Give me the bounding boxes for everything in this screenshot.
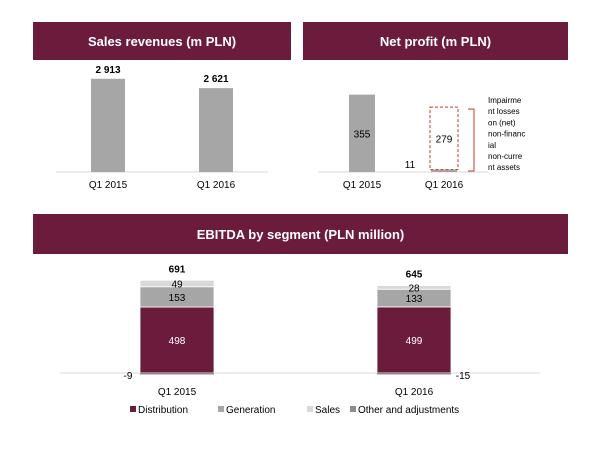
ebitda-value-generation-1: 133 (406, 294, 423, 305)
net-value-label-q1-2015: 355 (354, 129, 371, 140)
ebitda-value-sales-0: 49 (171, 279, 183, 290)
net-annotation-line-5: non-curre (488, 152, 523, 161)
ebitda-bar-sales-1 (376, 285, 452, 290)
legend-label-sales: Sales (315, 405, 340, 416)
sales-bar-0 (91, 78, 125, 172)
legend-label-generation: Generation (226, 405, 275, 416)
legend-swatch-distribution (130, 406, 136, 412)
sales-revenues-banner: Sales revenues (m PLN) (33, 22, 291, 60)
net-annotation-line-6: nt assets (488, 163, 520, 172)
ebitda-bar-other-0 (140, 373, 214, 375)
legend-label-distribution: Distribution (138, 405, 188, 416)
ebitda-value-distribution-0: 498 (169, 336, 186, 347)
sales-revenues-title: Sales revenues (m PLN) (87, 33, 237, 49)
sales-value-label-0: 2 913 (95, 65, 120, 76)
legend-swatch-other (350, 406, 356, 412)
ebitda-total-1: 645 (406, 270, 423, 281)
legend-swatch-sales (307, 406, 313, 412)
ebitda-tick-label-0: Q1 2015 (158, 387, 197, 398)
sales-bar-1 (199, 88, 233, 172)
net-profit-title: Net profit (m PLN) (379, 33, 492, 49)
ebitda-bar-sales-0 (139, 279, 215, 288)
ebitda-banner: EBITDA by segment (PLN million) (33, 214, 568, 254)
ebitda-value-other-0: -9 (124, 371, 133, 382)
net-bar-q1-2016 (431, 169, 457, 172)
net-value-label-q1-2016: 11 (405, 160, 416, 171)
net-tick-label-1: Q1 2016 (425, 180, 464, 191)
sales-value-label-1: 2 621 (203, 74, 228, 85)
net-bar-q1-2015 (349, 94, 375, 172)
legend-label-other: Other and adjustments (358, 405, 459, 416)
net-annotation-line-3: non-financ (488, 130, 525, 139)
net-impairment-label: 279 (436, 134, 453, 145)
net-profit-banner: Net profit (m PLN) (303, 22, 568, 60)
ebitda-value-distribution-1: 499 (406, 336, 423, 347)
ebitda-bar-other-1 (377, 373, 451, 375)
net-annotation-line-0: Impairme (488, 96, 522, 105)
ebitda-value-other-1: -15 (456, 371, 471, 382)
net-annotation-line-1: nt losses (488, 107, 520, 116)
ebitda-tick-label-1: Q1 2016 (395, 387, 434, 398)
ebitda-total-0: 691 (169, 264, 186, 275)
sales-tick-label-0: Q1 2015 (89, 180, 128, 191)
ebitda-title: EBITDA by segment (PLN million) (196, 226, 405, 242)
net-annotation-line-2: on (net) (488, 118, 516, 127)
net-impairment-bracket (468, 108, 475, 172)
ebitda-value-generation-0: 153 (169, 293, 186, 304)
sales-tick-label-1: Q1 2016 (197, 180, 236, 191)
ebitda-value-sales-1: 28 (408, 283, 420, 294)
legend-swatch-generation (218, 406, 224, 412)
net-tick-label-0: Q1 2015 (343, 180, 382, 191)
net-annotation-line-4: ial (488, 141, 496, 150)
